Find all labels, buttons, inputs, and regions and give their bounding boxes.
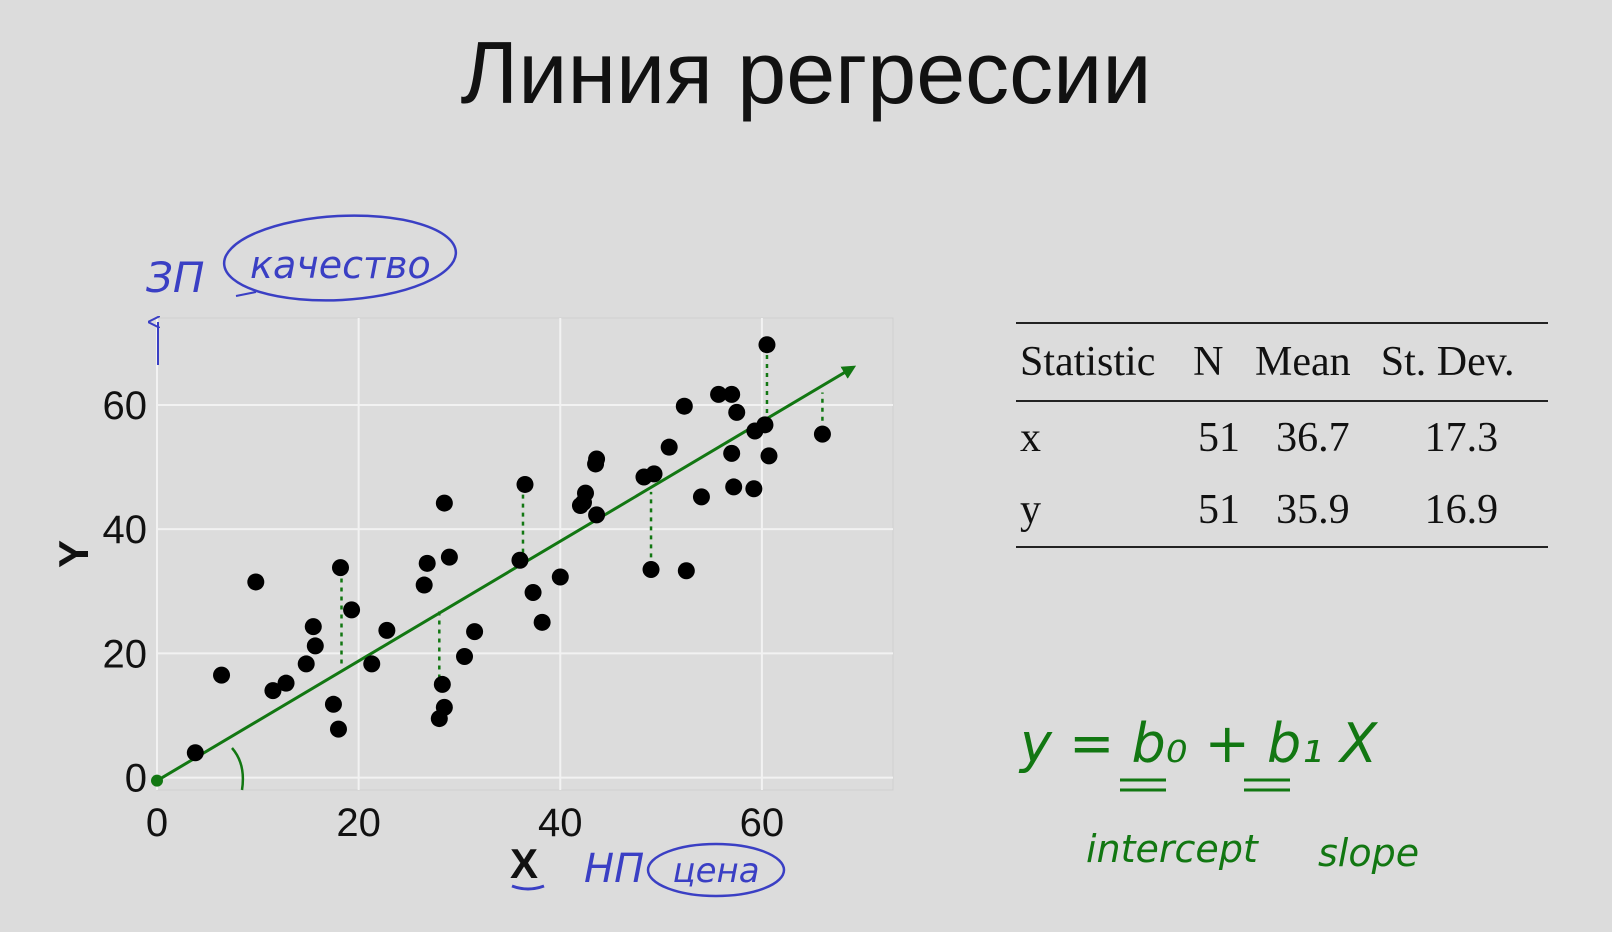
header-statistic: Statistic — [1016, 323, 1190, 402]
row-y-statistic: y — [1020, 487, 1041, 533]
row-x-stdev: 17.3 — [1424, 415, 1499, 461]
data-point — [728, 403, 746, 421]
slope-angle-arc — [231, 747, 245, 791]
data-point — [343, 601, 361, 619]
row-x-mean: 36.7 — [1276, 415, 1350, 461]
x-tick-label: 0 — [146, 801, 168, 845]
regression-line — [156, 365, 857, 782]
x-axis-title: X — [510, 840, 538, 887]
data-point — [264, 682, 282, 700]
table-header-row: Statistic N Mean St. Dev. — [1016, 323, 1548, 402]
data-point — [576, 484, 594, 502]
summary-statistics-table: Statistic N Mean St. Dev. x 51 36.7 17.3… — [1016, 322, 1548, 548]
data-point — [692, 488, 710, 506]
data-point — [524, 584, 542, 602]
table-row: y 51 35.9 16.9 — [1016, 474, 1548, 547]
data-point — [723, 385, 741, 403]
x-tick-label: 60 — [740, 801, 785, 845]
data-point — [725, 478, 743, 496]
data-point — [415, 576, 433, 594]
data-point — [533, 613, 551, 631]
y-axis-title: Y — [50, 540, 97, 568]
x-axis-note: НП — [584, 846, 644, 892]
data-point — [813, 425, 831, 443]
data-point — [551, 568, 569, 586]
data-point — [756, 416, 774, 434]
data-point — [213, 666, 231, 684]
data-point — [433, 675, 451, 693]
y-axis-note-tail — [235, 291, 257, 297]
row-y-n: 51 — [1198, 487, 1241, 533]
data-point — [186, 744, 204, 762]
data-point — [304, 618, 322, 636]
regression-line-group — [151, 365, 857, 787]
data-point — [297, 655, 315, 673]
header-stdev: St. Dev. — [1376, 323, 1548, 402]
x-axis-note-circled: цена — [672, 851, 759, 891]
data-point — [378, 621, 396, 639]
regression-origin-point — [151, 774, 163, 787]
row-x-statistic: x — [1020, 415, 1041, 461]
data-point — [511, 551, 529, 569]
data-point — [516, 475, 534, 493]
data-point — [710, 385, 728, 403]
x-tick-label: 20 — [336, 801, 381, 845]
residual-lines — [340, 345, 824, 688]
x-axis-note-circle — [646, 842, 786, 898]
data-point — [306, 637, 324, 655]
y-tick-label: 40 — [103, 508, 148, 552]
data-points — [186, 336, 831, 762]
data-point — [331, 559, 349, 577]
data-point — [440, 548, 458, 566]
data-point — [363, 655, 381, 673]
data-point — [645, 465, 663, 483]
y-tick-label: 60 — [103, 384, 148, 428]
data-point — [247, 573, 265, 591]
data-point — [435, 494, 453, 512]
data-point — [588, 450, 606, 468]
data-point — [760, 447, 778, 465]
grid-lines — [156, 318, 893, 790]
data-point — [277, 674, 295, 692]
y-tick-label: 20 — [103, 632, 148, 676]
header-n: N — [1189, 323, 1251, 402]
x-axis-underline — [511, 884, 545, 891]
data-point — [418, 554, 436, 572]
data-point — [435, 698, 453, 716]
table-row: x 51 36.7 17.3 — [1016, 401, 1548, 474]
data-point — [329, 720, 347, 738]
page-title: Линия регрессии — [460, 23, 1152, 122]
y-tick-label: 0 — [125, 757, 147, 801]
regression-formula: y = b₀ + b₁ X — [1018, 712, 1378, 775]
data-point — [642, 561, 660, 579]
data-point — [677, 562, 695, 580]
data-point — [324, 695, 342, 713]
row-y-mean: 35.9 — [1276, 487, 1350, 533]
data-point — [758, 336, 776, 354]
tick-labels: 0 20 40 60 0 20 40 60 — [103, 384, 785, 845]
row-x-n: 51 — [1198, 415, 1241, 461]
y-axis-note-circle — [222, 214, 458, 302]
y-axis-note-circled: качество — [250, 243, 431, 287]
data-point — [745, 480, 763, 498]
data-point — [723, 444, 741, 462]
data-point — [660, 438, 678, 456]
data-point — [588, 506, 606, 524]
data-point — [456, 647, 474, 665]
x-tick-label: 40 — [538, 801, 583, 845]
data-point — [466, 623, 484, 641]
data-point — [675, 397, 693, 415]
header-mean: Mean — [1250, 323, 1377, 402]
intercept-label: intercept — [1086, 827, 1260, 871]
slope-label: slope — [1318, 831, 1419, 875]
row-y-stdev: 16.9 — [1424, 487, 1499, 533]
y-axis-note: ЗП — [146, 253, 205, 302]
